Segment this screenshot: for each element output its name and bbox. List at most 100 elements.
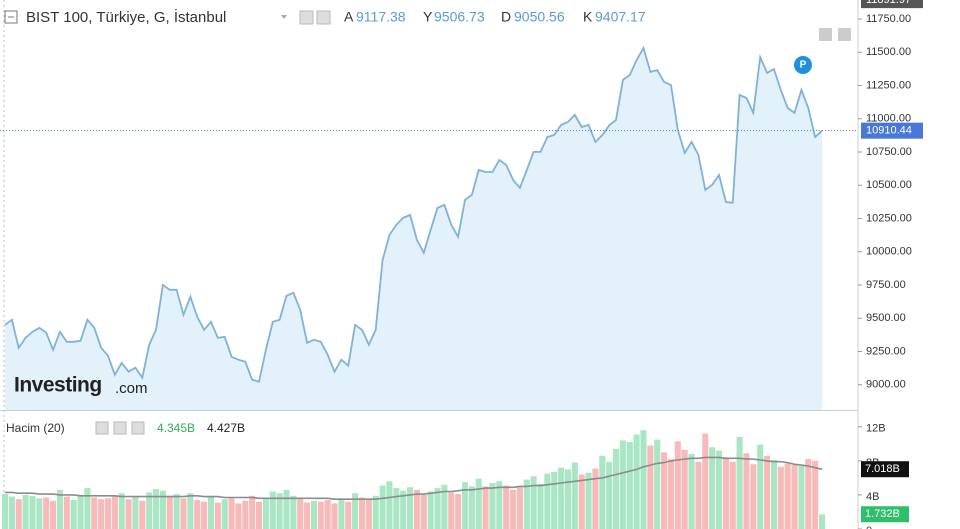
volume-bar: [146, 492, 153, 529]
volume-bar: [743, 453, 750, 529]
close-button[interactable]: [131, 421, 145, 435]
volume-bar: [358, 497, 366, 529]
volume-bar: [667, 459, 674, 529]
eye-button[interactable]: [95, 421, 109, 435]
volume-bar: [43, 497, 50, 529]
y-tick-label: 4B: [866, 491, 879, 503]
volume-bar: [91, 497, 98, 529]
volume-bar: [523, 479, 530, 529]
volume-bar: [228, 498, 235, 529]
volume-bar: [461, 482, 469, 529]
volume-bar: [633, 434, 640, 529]
volume-bar: [516, 487, 523, 529]
nav-button[interactable]: [819, 28, 832, 41]
volume-bar: [510, 489, 517, 529]
ohlc-name: Y: [423, 9, 433, 25]
event-marker: [794, 56, 812, 74]
volume-bar: [262, 499, 269, 529]
volume-bar: [317, 501, 324, 529]
volume-bar: [626, 442, 633, 529]
ohlc-value: 9050.56: [514, 9, 565, 25]
plot: [1, 45, 826, 529]
event-marker-label: P: [800, 60, 807, 71]
axis-max-tag: [861, 0, 923, 9]
settings-button[interactable]: [316, 10, 331, 25]
volume-bar: [365, 499, 372, 529]
last-price-tag: [861, 122, 923, 139]
dropdown-arrow[interactable]: [281, 15, 287, 19]
volume-bar: [194, 500, 201, 529]
volume-bar: [750, 464, 757, 529]
ohlc-name: K: [583, 9, 593, 25]
volume-bar: [448, 492, 455, 529]
volume-bar: [468, 486, 475, 529]
volume-bar: [805, 459, 812, 529]
volume-bar: [290, 495, 297, 529]
volume-bar: [304, 502, 311, 529]
volume-bar: [413, 489, 420, 529]
volume-last-label: 1.732B: [865, 508, 900, 520]
volume-bar: [791, 465, 798, 529]
volume-bar: [702, 433, 709, 529]
volume-bar: [393, 488, 400, 529]
ohlc-value: 9117.38: [356, 9, 406, 25]
volume-bar: [98, 499, 105, 529]
volume-bar: [640, 430, 647, 529]
volume-bar: [386, 481, 393, 529]
volume-bar: [77, 495, 84, 529]
volume-bar: [400, 490, 407, 529]
y-tick-label: 10250.00: [866, 212, 912, 224]
volume-bar: [420, 494, 427, 529]
volume-ma-line: [5, 456, 823, 500]
volume-bar: [722, 457, 729, 529]
y-tick-label: 9750.00: [866, 279, 906, 291]
volume-bar: [441, 484, 448, 529]
y-tick-label: 10500.00: [866, 179, 912, 191]
volume-bar: [503, 485, 510, 529]
volume-bar: [249, 495, 256, 529]
volume-bar: [153, 488, 160, 529]
volume-bar: [736, 437, 743, 529]
volume-bar: [255, 501, 263, 529]
volume-bar: [798, 465, 805, 529]
y-tick-label: 0: [866, 525, 872, 529]
volume-bar: [63, 496, 70, 529]
volume-legend-value: 4.345B: [157, 421, 195, 435]
y-tick-label: 11750.00: [866, 13, 911, 25]
volume-bar: [770, 460, 777, 529]
volume-bar: [310, 500, 317, 529]
eye-button[interactable]: [299, 10, 314, 25]
y-tick-label: 11000.00: [866, 113, 911, 125]
volume-bar: [818, 514, 826, 529]
volume-bar: [345, 501, 352, 529]
volume-bar: [235, 503, 242, 529]
volume-bar: [599, 455, 606, 529]
watermark: Investing: [14, 374, 102, 397]
y-tick-label: 12B: [866, 423, 886, 435]
volume-bar: [36, 498, 43, 529]
settings-button[interactable]: [113, 421, 127, 435]
volume-bar: [407, 487, 414, 529]
volume-bar: [56, 489, 63, 529]
volume-bar: [619, 440, 626, 529]
y-tick-label: 10750.00: [866, 146, 912, 158]
volume-bar: [207, 496, 214, 529]
y-tick-label: 11250.00: [866, 79, 911, 91]
volume-tag: [861, 506, 909, 523]
volume-bar: [29, 495, 36, 529]
volume-bar: [777, 466, 784, 529]
volume-bar: [173, 494, 180, 529]
volume-bar: [482, 486, 489, 529]
volume-bar: [104, 498, 112, 529]
volume-bar: [709, 447, 716, 529]
volume-bar: [15, 499, 22, 529]
y-tick-label: 9250.00: [866, 345, 906, 357]
nav-button[interactable]: [838, 28, 851, 41]
collapse-button[interactable]: [4, 10, 18, 24]
price-line: [4, 45, 823, 383]
volume-bar: [8, 496, 15, 529]
volume-bar: [331, 503, 338, 529]
volume-bar: [695, 461, 702, 529]
volume-bar: [757, 444, 764, 529]
volume-bar: [187, 493, 194, 529]
